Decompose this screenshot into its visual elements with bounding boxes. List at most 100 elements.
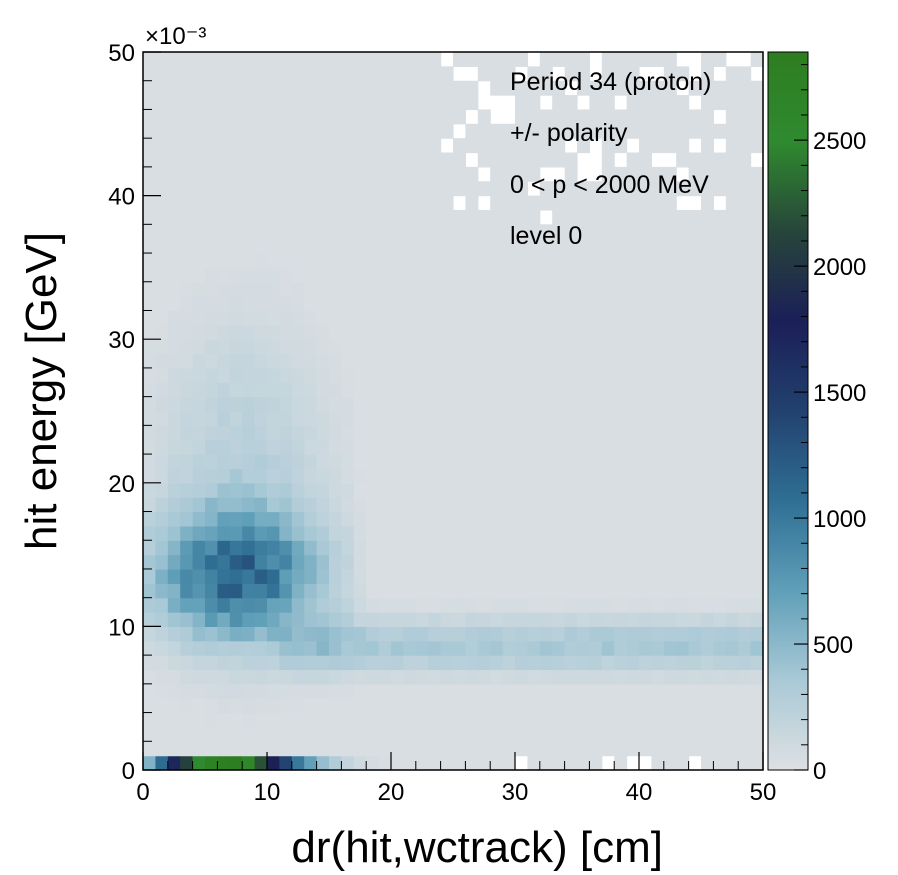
heatmap-cell <box>676 238 690 254</box>
heatmap-cell <box>490 66 504 82</box>
heatmap-cell <box>564 367 578 383</box>
heatmap-cell <box>143 626 156 642</box>
heatmap-cell <box>143 583 156 599</box>
heatmap-cell <box>391 253 404 268</box>
heatmap-cell <box>614 138 628 154</box>
heatmap-cell <box>428 698 442 714</box>
heatmap-cell <box>639 741 652 757</box>
heatmap-cell <box>403 253 417 268</box>
heatmap-cell <box>477 224 491 240</box>
heatmap-cell <box>688 382 702 398</box>
heatmap-cell <box>167 382 181 398</box>
heatmap-cell <box>180 52 194 67</box>
heatmap-cell <box>366 640 380 656</box>
heatmap-cell <box>341 367 355 383</box>
heatmap-cell <box>527 281 541 297</box>
heatmap-cell <box>428 181 442 197</box>
heatmap-cell <box>242 655 256 671</box>
heatmap-cell <box>601 281 615 297</box>
heatmap-cell <box>353 698 367 714</box>
heatmap-cell <box>341 238 355 254</box>
heatmap-cell <box>527 568 541 584</box>
heatmap-cell <box>415 468 429 484</box>
heatmap-cell <box>304 741 318 757</box>
heatmap-cell <box>229 80 243 96</box>
heatmap-cell <box>465 540 479 556</box>
heatmap-cell <box>490 367 504 383</box>
heatmap-cell <box>477 181 491 197</box>
heatmap-cell <box>601 80 615 96</box>
heatmap-cell <box>490 698 504 714</box>
heatmap-cell <box>725 525 739 541</box>
heatmap-cell <box>205 683 218 699</box>
heatmap-cell <box>440 669 454 685</box>
heatmap-cell <box>639 367 652 383</box>
heatmap-cell <box>428 66 442 82</box>
heatmap-cell <box>477 253 491 268</box>
heatmap-cell <box>539 511 553 527</box>
heatmap-cell <box>229 195 243 211</box>
heatmap-cell <box>316 353 330 369</box>
heatmap-cell <box>279 195 293 211</box>
heatmap-cell <box>366 267 380 283</box>
heatmap-cell <box>267 640 280 656</box>
heatmap-cell <box>750 209 764 225</box>
heatmap-cell <box>428 396 442 412</box>
heatmap-cell <box>254 181 268 197</box>
heatmap-cell <box>701 712 714 728</box>
heatmap-cell <box>341 712 355 728</box>
heatmap-cell <box>601 123 615 139</box>
heatmap-cell <box>391 655 404 671</box>
heatmap-cell <box>353 540 367 556</box>
heatmap-cell <box>465 382 479 398</box>
heatmap-cell <box>291 454 305 470</box>
heatmap-cell <box>279 726 293 742</box>
heatmap-cell <box>713 755 727 771</box>
heatmap-cell <box>291 726 305 742</box>
heatmap-cell <box>316 454 330 470</box>
heatmap-cell <box>688 540 702 556</box>
heatmap-cell <box>614 367 628 383</box>
heatmap-cell <box>515 253 528 268</box>
heatmap-cell <box>366 367 380 383</box>
heatmap-cell <box>205 626 218 642</box>
heatmap-cell <box>304 281 318 297</box>
heatmap-cell <box>415 396 429 412</box>
heatmap-cell <box>663 554 677 570</box>
heatmap-cell <box>366 454 380 470</box>
heatmap-cell <box>577 396 590 412</box>
heatmap-cell <box>490 511 504 527</box>
heatmap-cell <box>291 181 305 197</box>
heatmap-cell <box>750 454 764 470</box>
heatmap-cell <box>539 655 553 671</box>
heatmap-cell <box>577 468 590 484</box>
heatmap-cell <box>676 568 690 584</box>
heatmap-cell <box>155 281 169 297</box>
heatmap-cell <box>589 367 603 383</box>
heatmap-cell <box>440 80 454 96</box>
heatmap-cell <box>477 755 491 771</box>
heatmap-cell <box>229 726 243 742</box>
heatmap-cell <box>279 482 293 498</box>
heatmap-cell <box>564 166 578 182</box>
heatmap-cell <box>490 439 504 455</box>
heatmap-cell <box>564 454 578 470</box>
heatmap-cell <box>651 583 665 599</box>
heatmap-cell <box>155 482 169 498</box>
heatmap-cell <box>378 741 392 757</box>
heatmap-cell <box>725 195 739 211</box>
heatmap-cell <box>366 296 380 312</box>
heatmap-cell <box>701 296 714 312</box>
heatmap-cell <box>589 411 603 426</box>
heatmap-cell <box>217 339 231 355</box>
heatmap-cell <box>180 238 194 254</box>
heatmap-cell <box>143 238 156 254</box>
heatmap-cell <box>515 482 528 498</box>
heatmap-cell <box>750 166 764 182</box>
heatmap-cell <box>428 583 442 599</box>
heatmap-cell <box>701 138 714 154</box>
heatmap-cell <box>143 281 156 297</box>
heatmap-cell <box>750 640 764 656</box>
heatmap-cell <box>341 324 355 340</box>
heatmap-cell <box>688 152 702 168</box>
